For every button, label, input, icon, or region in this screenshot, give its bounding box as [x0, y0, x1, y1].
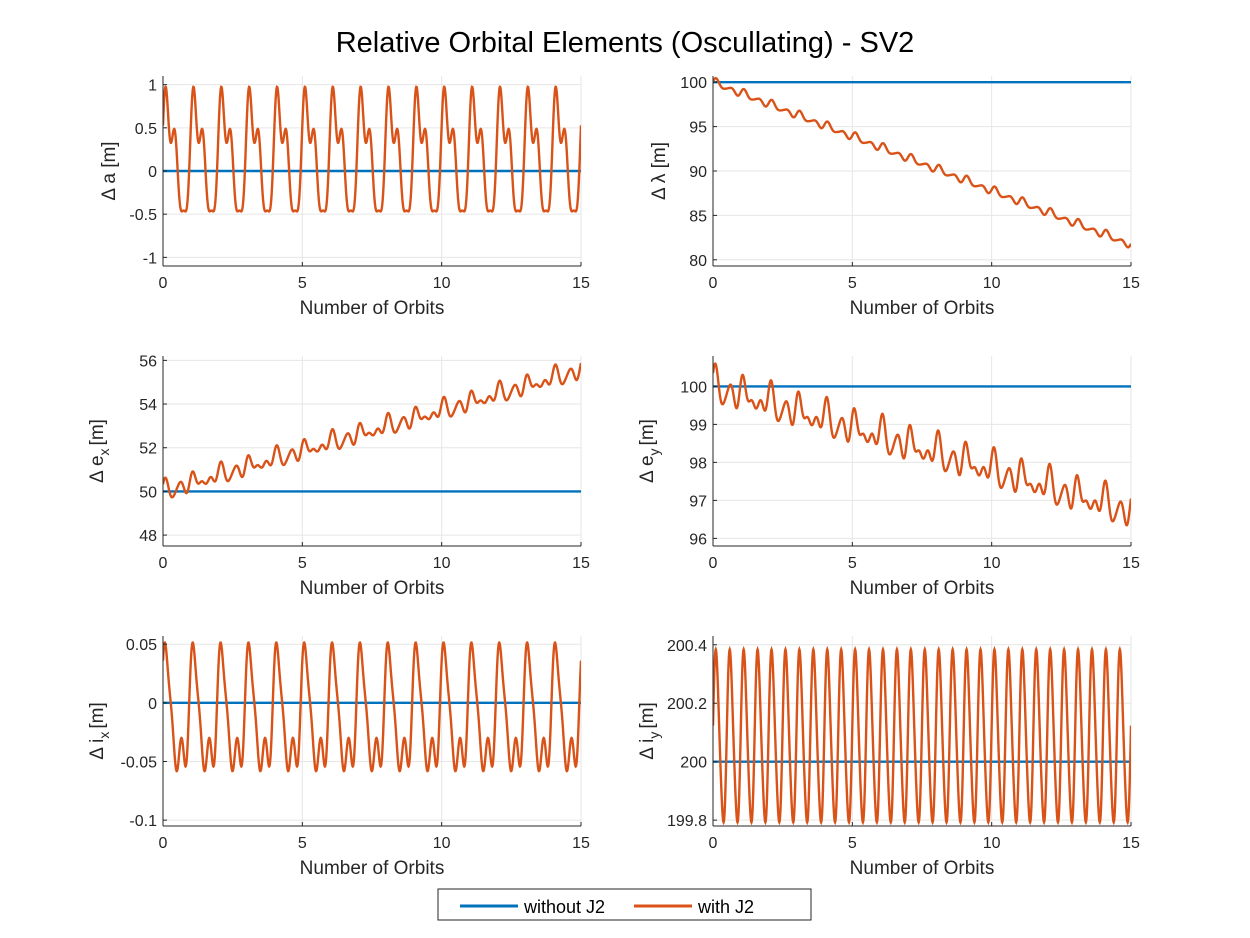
subplots: 0 5 10 15 -1 -0.5 0 0.5 1 Number of Orbits Δ a [m]… [87, 75, 1140, 879]
x-tick-label: 5 [848, 275, 857, 292]
y-tick-label: 90 [689, 164, 707, 181]
x-tick-label: 0 [709, 555, 718, 572]
y-axis-label: Δ iy[m] [637, 702, 662, 760]
series-line-with-j2 [163, 641, 581, 773]
x-tick-label: 15 [1122, 275, 1140, 292]
x-axis-label: Number of Orbits [850, 298, 995, 319]
subplot-da: 0 5 10 15 -1 -0.5 0 0.5 1 Number of Orbits Δ a [m] [99, 76, 590, 319]
y-tick-label: 56 [139, 353, 157, 370]
legend: without J2 with J2 [437, 888, 812, 921]
y-tick-label: 96 [689, 531, 707, 548]
y-tick-label: 98 [689, 455, 707, 472]
y-tick-label: 97 [689, 493, 707, 510]
y-tick-label: 1 [148, 78, 157, 95]
x-tick-label: 0 [159, 835, 168, 852]
x-tick-label: 10 [433, 275, 451, 292]
y-tick-label: 50 [139, 484, 157, 501]
legend-label-with-j2: with J2 [697, 897, 754, 917]
y-tick-label: 52 [139, 441, 157, 458]
y-tick-label: -0.1 [129, 813, 157, 830]
x-axis-label: Number of Orbits [300, 858, 445, 879]
y-tick-label: 99 [689, 417, 707, 434]
y-tick-label: -0.5 [129, 207, 157, 224]
y-axis-label: Δ ix[m] [87, 702, 112, 760]
x-tick-label: 15 [572, 835, 590, 852]
y-tick-label: 48 [139, 528, 157, 545]
y-tick-label: -0.05 [121, 754, 158, 771]
x-axis-label: Number of Orbits [300, 298, 445, 319]
subplot-dey: 0 5 10 15 96 97 98 99 100 Number of Orbits Δ ey[m] [637, 356, 1140, 599]
legend-label-without-j2: without J2 [523, 897, 605, 917]
x-tick-label: 5 [848, 835, 857, 852]
y-axis-label: Δ ey[m] [637, 419, 662, 483]
y-tick-label: 0.05 [126, 637, 157, 654]
subplot-diy: 0 5 10 15 199.8 200 200.2 200.4 Number of Orbits… [637, 636, 1140, 879]
x-tick-label: 5 [298, 835, 307, 852]
subplot-dlambda: 0 5 10 15 80 85 90 95 100 Number of Orbits Δ λ [m] [649, 75, 1140, 319]
figure-title: Relative Orbital Elements (Oscullating) … [336, 27, 915, 59]
y-axis-label: Δ ex[m] [87, 419, 112, 483]
x-tick-label: 0 [159, 555, 168, 572]
y-tick-label: 200.2 [667, 696, 707, 713]
x-axis-label: Number of Orbits [850, 578, 995, 599]
y-tick-label: 85 [689, 208, 707, 225]
series-line-with-j2 [713, 362, 1131, 527]
y-tick-label: 200.4 [667, 638, 707, 655]
series-line-with-j2 [713, 77, 1131, 249]
x-axis-label: Number of Orbits [850, 858, 995, 879]
x-tick-label: 10 [433, 555, 451, 572]
x-axis-label: Number of Orbits [300, 578, 445, 599]
y-tick-label: 199.8 [667, 813, 707, 830]
y-axis-label: Δ a [m] [99, 141, 120, 200]
y-tick-label: 200 [680, 755, 707, 772]
plot-area [163, 636, 581, 826]
y-tick-label: 0 [148, 164, 157, 181]
x-tick-label: 0 [709, 835, 718, 852]
y-tick-label: 95 [689, 120, 707, 137]
series-line-with-j2 [163, 362, 581, 499]
y-tick-label: 0.5 [135, 121, 157, 138]
y-tick-label: 0 [148, 696, 157, 713]
y-tick-label: 54 [139, 397, 157, 414]
x-tick-label: 0 [709, 275, 718, 292]
x-tick-label: 10 [433, 835, 451, 852]
y-tick-label: 100 [680, 75, 707, 92]
subplot-dex: 0 5 10 15 48 50 52 54 56 Number of Orbits Δ ex[m] [87, 353, 590, 599]
series-line-with-j2 [713, 645, 1131, 826]
x-tick-label: 0 [159, 275, 168, 292]
x-tick-label: 15 [1122, 835, 1140, 852]
x-tick-label: 15 [572, 275, 590, 292]
x-tick-label: 10 [983, 275, 1001, 292]
y-tick-label: -1 [143, 250, 157, 267]
subplot-dix: 0 5 10 15 -0.1 -0.05 0 0.05 Number of Orbits Δ ix… [87, 636, 590, 879]
x-tick-label: 10 [983, 835, 1001, 852]
x-tick-label: 10 [983, 555, 1001, 572]
x-tick-label: 15 [1122, 555, 1140, 572]
x-tick-label: 5 [298, 555, 307, 572]
y-tick-label: 80 [689, 253, 707, 270]
x-tick-label: 15 [572, 555, 590, 572]
x-tick-label: 5 [298, 275, 307, 292]
plot-area [163, 356, 581, 546]
y-axis-label: Δ λ [m] [649, 142, 670, 200]
x-tick-label: 5 [848, 555, 857, 572]
plot-area [713, 356, 1131, 546]
y-tick-label: 100 [680, 379, 707, 396]
series-line-with-j2 [163, 85, 581, 213]
